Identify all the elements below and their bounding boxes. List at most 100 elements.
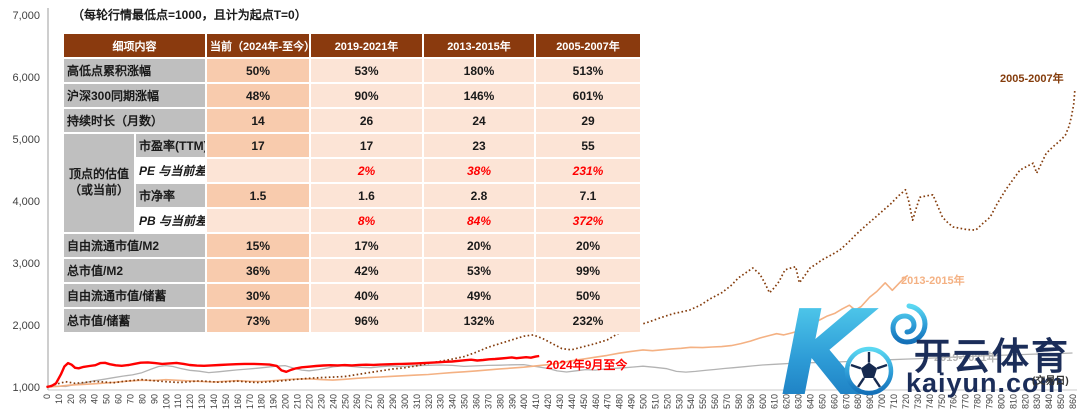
x-tick-label: 230 (316, 394, 326, 409)
value-cell: 8% (309, 207, 424, 234)
row-label: 沪深300同期涨幅 (62, 82, 207, 109)
x-tick-label: 190 (269, 394, 279, 409)
series-line (46, 274, 909, 388)
x-tick-label: 210 (293, 394, 303, 409)
y-tick-label: 2,000 (12, 320, 40, 332)
x-tick-label: 260 (352, 394, 362, 409)
x-tick-label: 800 (996, 394, 1006, 409)
x-tick-label: 450 (579, 394, 589, 409)
value-cell: 50% (205, 57, 311, 84)
series-label: 2024年9月至今 (546, 358, 628, 372)
x-tick-label: 680 (853, 394, 863, 409)
table-row: PE 与当前差距 2%38%231% (63, 157, 642, 184)
y-tick-label: 3,000 (12, 258, 40, 270)
row-group-label: 顶点的估值（或当前） (62, 132, 136, 234)
x-tick-label: 630 (794, 394, 804, 409)
x-tick-label: 480 (615, 394, 625, 409)
value-cell: 146% (422, 82, 536, 109)
y-tick-label: 1,000 (12, 382, 40, 394)
x-tick-label: 340 (448, 394, 458, 409)
soccer-ball-icon (844, 346, 894, 396)
value-cell: 38% (422, 157, 536, 184)
x-tick-label: 620 (782, 394, 792, 409)
value-cell: 1.6 (309, 182, 424, 209)
table-row: 市净率 1.5 1.6 2.8 7.1 (63, 182, 642, 209)
table-row: 总市值/储蓄 73% 96% 132% 232% (62, 307, 642, 334)
x-tick-label: 500 (639, 394, 649, 409)
x-tick-label: 240 (328, 394, 338, 409)
value-cell: 20% (534, 232, 642, 259)
table-body: 高低点累积涨幅 50% 53% 180% 513% 沪深300同期涨幅 48% 90% 146%… (62, 57, 642, 334)
value-cell: 2% (309, 157, 424, 184)
x-tick-label: 640 (806, 394, 816, 409)
value-cell: 26 (309, 107, 424, 134)
value-cell: 73% (205, 307, 311, 334)
x-tick-label: 10 (54, 394, 64, 404)
x-tick-label: 570 (722, 394, 732, 409)
x-tick-label: 860 (1068, 394, 1078, 409)
watermark: K 开云体育 kaiyun.com (778, 286, 1080, 420)
x-tick-label: 490 (627, 394, 637, 409)
table-row: 自由流通市值/储蓄 30% 40% 49% 50% (62, 282, 642, 309)
value-cell: 50% (534, 282, 642, 309)
x-tick-label: 430 (555, 394, 565, 409)
x-tick-label: 90 (149, 394, 159, 404)
value-cell: 49% (422, 282, 536, 309)
table-row: 高低点累积涨幅 50% 53% 180% 513% (62, 57, 642, 84)
value-cell: 90% (309, 82, 424, 109)
table-row: 自由流通市值/M2 15% 17% 20% 20% (62, 232, 642, 259)
x-tick-label: 700 (877, 394, 887, 409)
x-tick-label: 100 (161, 394, 171, 409)
x-tick-label: 180 (257, 394, 267, 409)
value-cell: 20% (422, 232, 536, 259)
row-sub-label: PE 与当前差距 (134, 157, 207, 184)
watermark-brand-text: 开云体育 (914, 336, 1070, 377)
watermark-logo: K (780, 286, 928, 420)
value-cell: 7.1 (534, 182, 642, 209)
x-tick-label: 120 (185, 394, 195, 409)
value-cell: 231% (534, 157, 642, 184)
x-tick-label: 200 (281, 394, 291, 409)
value-cell: 180% (422, 57, 536, 84)
value-cell: 53% (309, 57, 424, 84)
series-line (46, 354, 540, 389)
value-cell: 15% (205, 232, 311, 259)
value-cell: 17 (309, 132, 424, 159)
watermark-swirl-icon (890, 303, 928, 345)
x-tick-label: 830 (1032, 394, 1042, 409)
value-cell: 30% (205, 282, 311, 309)
value-cell: 42% (309, 257, 424, 284)
x-tick-label: 720 (901, 394, 911, 409)
x-tick-label: 60 (114, 394, 124, 404)
x-tick-label: 840 (1044, 394, 1054, 409)
value-cell: 55 (534, 132, 642, 159)
x-tick-label: 40 (90, 394, 100, 404)
x-tick-label: 710 (889, 394, 899, 409)
col-header: 2019-2021年 (309, 32, 424, 59)
x-tick-label: 690 (865, 394, 875, 409)
value-cell: 84% (422, 207, 536, 234)
row-label: 高低点累积涨幅 (62, 57, 207, 84)
watermark-domain-text: kaiyun.com (906, 368, 1065, 398)
x-tick-label: 820 (1020, 394, 1030, 409)
value-cell: 2.8 (422, 182, 536, 209)
x-tick-label: 560 (710, 394, 720, 409)
x-tick-label: 590 (746, 394, 756, 409)
x-tick-label: 160 (233, 394, 243, 409)
x-tick-label: 220 (304, 394, 314, 409)
x-tick-label: 390 (507, 394, 517, 409)
row-sub-label: PB 与当前差距 (134, 207, 207, 234)
x-tick-label: 750 (937, 394, 947, 409)
x-tick-label: 780 (973, 394, 983, 409)
value-cell: 53% (422, 257, 536, 284)
value-cell: 601% (534, 82, 642, 109)
value-cell: 23 (422, 132, 536, 159)
row-label: 自由流通市值/M2 (62, 232, 207, 259)
x-tick-label: 400 (519, 394, 529, 409)
y-tick-label: 7,000 (12, 10, 40, 22)
x-tick-label: 550 (698, 394, 708, 409)
x-tick-label: 410 (531, 394, 541, 409)
comparison-table: 细项内容 当前（2024年-至今） 2019-2021年 2013-2015年 2005… (62, 32, 642, 334)
x-tick-label: 850 (1056, 394, 1066, 409)
